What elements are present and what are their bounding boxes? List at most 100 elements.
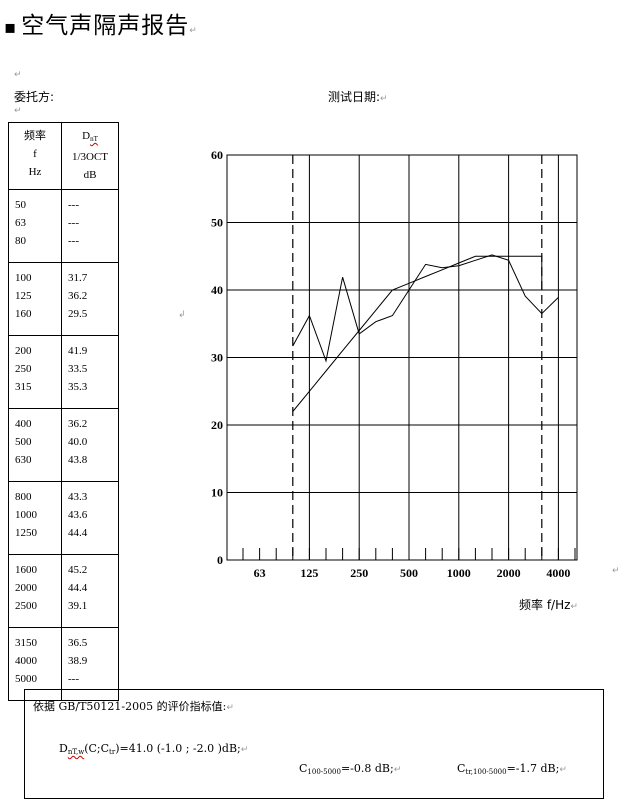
x-axis-label: 频率 f/Hz↵ (519, 598, 578, 612)
frequency-cell: 800 1000 1250 (8, 481, 62, 555)
y-tick-label: 60 (211, 148, 223, 162)
frequency-text: 100 (15, 272, 32, 284)
paragraph-mark-icon: ↵ (14, 106, 22, 116)
measured-curve (292, 254, 559, 363)
y-tick-label: 50 (211, 216, 223, 230)
x-tick-label: 2000 (497, 566, 521, 580)
paragraph-mark-icon: ↵ (14, 70, 22, 80)
frequency-text: 250 (15, 363, 32, 375)
test-date-label: 测试日期:↵ (328, 90, 388, 104)
frequency-text: 160 (15, 308, 32, 320)
header-text: Hz (28, 166, 42, 178)
c-value: C100-5000=-0.8 dB;↵ (299, 762, 402, 776)
value-cell: 43.3 43.6 44.4 (61, 481, 119, 555)
frequency-text: 3150 (15, 637, 37, 649)
header-text: 1/3OCT (71, 151, 109, 163)
table-row: 400 500 630 36.2 40.0 43.8 (8, 408, 119, 482)
value-text: 41.9 (68, 345, 88, 357)
value-text: 35.3 (68, 381, 88, 393)
table-row: 1600 2000 2500 45.2 44.4 39.1 (8, 554, 119, 628)
frequency-text: 400 (15, 418, 32, 430)
frequency-cell: 1600 2000 2500 (8, 554, 62, 628)
table-header-frequency: 频率 f Hz (8, 122, 62, 190)
x-tick-label: 4000 (546, 566, 570, 580)
y-tick-label: 20 (211, 418, 223, 432)
frequency-text: 630 (15, 454, 32, 466)
value-cell: --- --- --- (61, 189, 119, 263)
header-text: dB (83, 169, 97, 181)
value-text: 39.1 (68, 600, 88, 612)
value-cell: 41.9 33.5 35.3 (61, 335, 119, 409)
value-text: --- (68, 199, 79, 211)
table-header-value: DnT 1/3OCT dB (61, 122, 119, 190)
paragraph-mark-icon: ↲ (178, 310, 186, 320)
client-label: 委托方: (14, 90, 55, 104)
frequency-table: 频率 f Hz DnT 1/3OCT dB 50 63 80 --- --- --- 100… (8, 122, 119, 701)
frequency-cell: 50 63 80 (8, 189, 62, 263)
value-text: 29.5 (68, 308, 88, 320)
frequency-text: 4000 (15, 655, 37, 667)
frequency-text: 2500 (15, 600, 37, 612)
table-row: 50 63 80 --- --- --- (8, 189, 119, 263)
value-cell: 45.2 44.4 39.1 (61, 554, 119, 628)
x-tick-label: 125 (300, 566, 318, 580)
frequency-text: 800 (15, 491, 32, 503)
frequency-text: 2000 (15, 582, 37, 594)
value-text: 43.8 (68, 454, 88, 466)
frequency-text: 50 (15, 199, 26, 211)
header-text: DnT (82, 130, 98, 143)
frequency-text: 63 (15, 217, 26, 229)
header-text: 频率 (24, 130, 46, 142)
value-text: 36.5 (68, 637, 88, 649)
value-cell: 36.5 38.9 --- (61, 627, 119, 701)
value-text: 36.2 (68, 290, 88, 302)
table-row: 3150 4000 5000 36.5 38.9 --- (8, 627, 119, 701)
value-text: 33.5 (68, 363, 88, 375)
value-text: 44.4 (68, 582, 88, 594)
frequency-cell: 400 500 630 (8, 408, 62, 482)
frequency-text: 1600 (15, 564, 37, 576)
frequency-cell: 3150 4000 5000 (8, 627, 62, 701)
frequency-text: 200 (15, 345, 32, 357)
frequency-text: 500 (15, 436, 32, 448)
x-tick-label: 250 (350, 566, 368, 580)
value-cell: 31.7 36.2 29.5 (61, 262, 119, 336)
value-text: 38.9 (68, 655, 88, 667)
x-tick-label: 1000 (447, 566, 471, 580)
bullet-icon: ▪ (4, 17, 18, 38)
evaluation-heading: 依据 GB/T50121-2005 的评价指标值:↵ (33, 700, 234, 713)
page-title: ▪ 空气声隔声报告↵ (4, 13, 198, 39)
y-tick-label: 10 (211, 486, 223, 500)
frequency-text: 80 (15, 235, 26, 247)
frequency-text: 1000 (15, 509, 37, 521)
table-header-row: 频率 f Hz DnT 1/3OCT dB (8, 122, 119, 190)
table-row: 800 1000 1250 43.3 43.6 44.4 (8, 481, 119, 555)
value-text: 43.6 (68, 509, 88, 521)
value-text: 36.2 (68, 418, 88, 430)
frequency-text: 1250 (15, 527, 37, 539)
ctr-value: Ctr,100-5000=-1.7 dB;↵ (457, 762, 567, 776)
paragraph-mark-icon: ↵ (612, 566, 618, 576)
y-tick-label: 40 (211, 283, 223, 297)
weighted-difference-value: DnT,w(C;Ctr)=41.0 (-1.0 ; -2.0 )dB;↵ (59, 742, 249, 756)
header-text: f (33, 148, 37, 160)
frequency-cell: 100 125 160 (8, 262, 62, 336)
value-text: 31.7 (68, 272, 88, 284)
frequency-text: 315 (15, 381, 32, 393)
value-text: 45.2 (68, 564, 88, 576)
table-row: 200 250 315 41.9 33.5 35.3 (8, 335, 119, 409)
value-text: --- (68, 235, 79, 247)
frequency-text: 125 (15, 290, 32, 302)
value-text: 40.0 (68, 436, 88, 448)
value-text: 43.3 (68, 491, 88, 503)
chart: 0 10 20 30 40 50 60 63 125 250 500 1000 2000 4000 (211, 148, 578, 580)
value-text: 44.4 (68, 527, 88, 539)
reference-curve (292, 255, 543, 412)
y-tick-label: 0 (217, 553, 223, 567)
value-text: --- (68, 673, 79, 685)
frequency-text: 5000 (15, 673, 37, 685)
table-row: 100 125 160 31.7 36.2 29.5 (8, 262, 119, 336)
evaluation-box: 依据 GB/T50121-2005 的评价指标值:↵ DnT,w(C;Ctr)=… (24, 689, 604, 799)
value-text: --- (68, 217, 79, 229)
x-tick-label: 63 (254, 566, 266, 580)
